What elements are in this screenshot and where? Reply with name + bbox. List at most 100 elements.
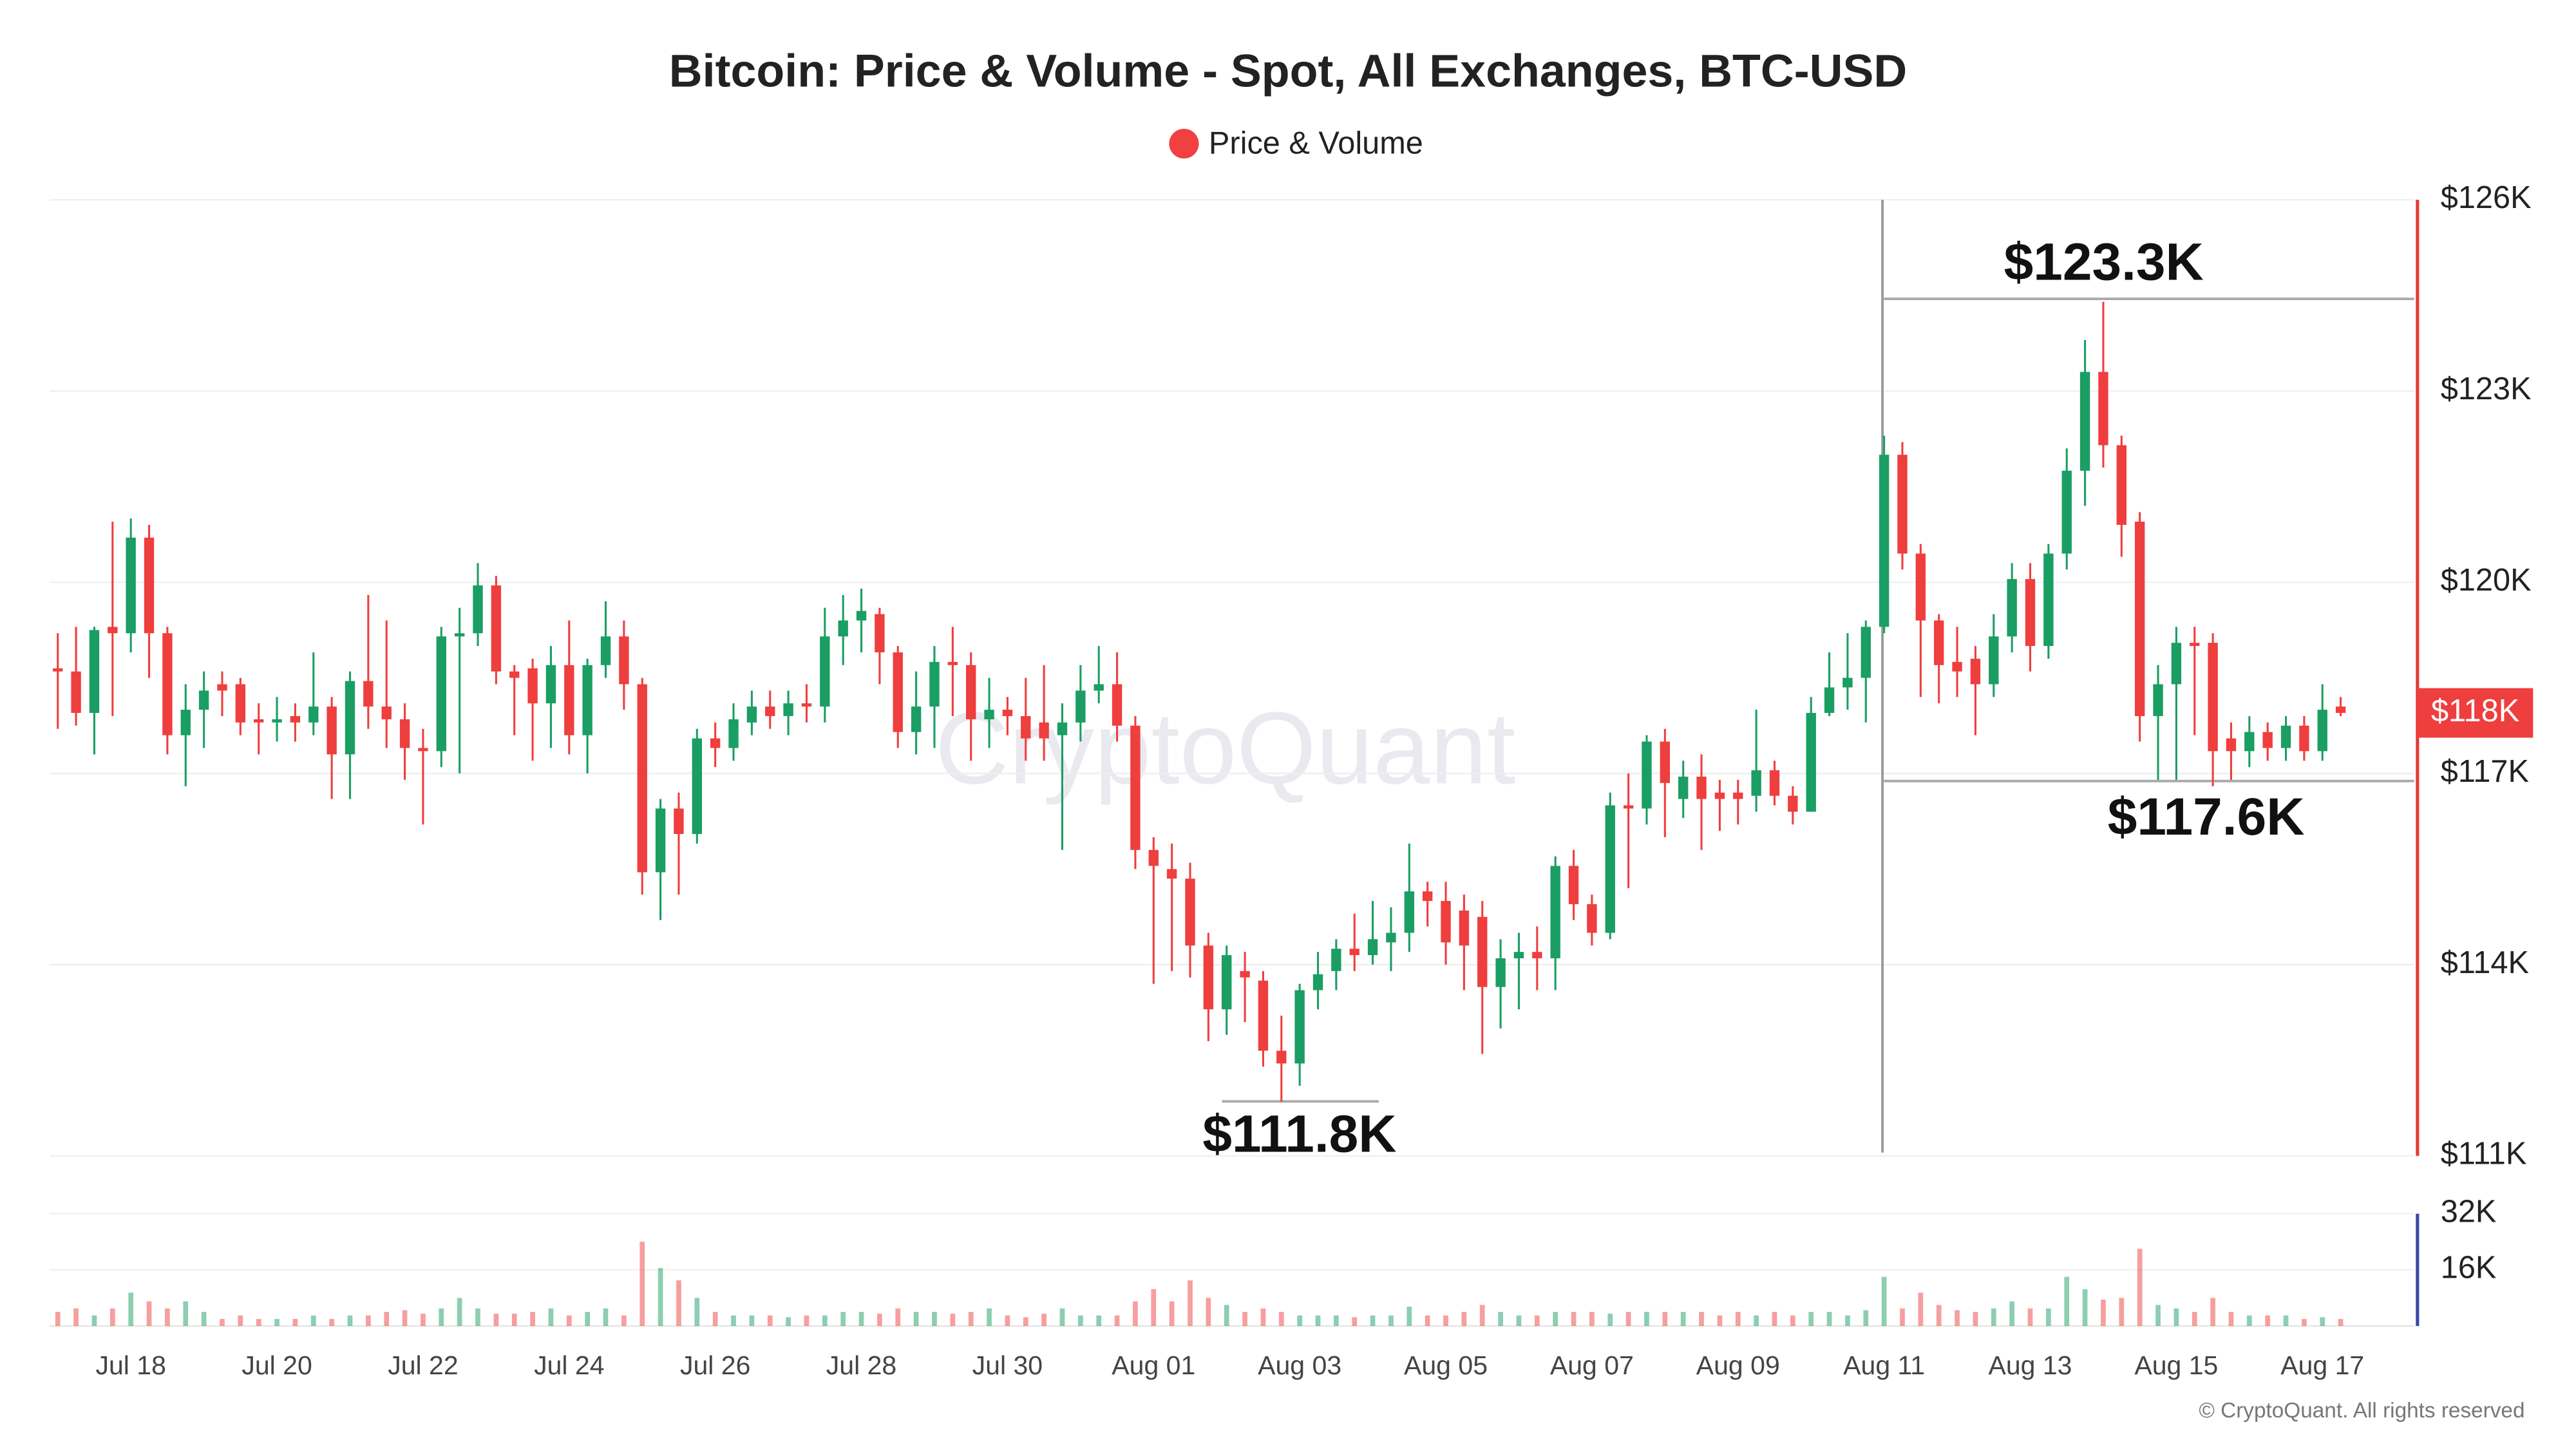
volume-bar <box>274 1319 279 1326</box>
candle-body <box>345 681 355 755</box>
candle-body <box>856 611 867 621</box>
candle-body <box>1276 1050 1287 1064</box>
volume-bar <box>1278 1312 1284 1326</box>
volume-bar <box>1151 1289 1157 1326</box>
candle-body <box>71 671 81 713</box>
volume-bar <box>2009 1301 2014 1326</box>
volume-bar <box>913 1312 919 1326</box>
volume-bar <box>1955 1310 1960 1326</box>
candle-body <box>1294 990 1305 1064</box>
volume-bar <box>2283 1315 2289 1326</box>
candle-body <box>2244 732 2255 752</box>
volume-bar <box>877 1313 882 1326</box>
candle-body <box>1660 741 1671 783</box>
volume-bar <box>1607 1313 1613 1326</box>
volume-bar <box>1900 1308 1905 1326</box>
volume-bar <box>1224 1305 1229 1326</box>
volume-bar <box>2265 1315 2271 1326</box>
volume-bar <box>1717 1315 1723 1326</box>
candle-body <box>911 706 922 732</box>
candle-body <box>1550 866 1560 959</box>
volume-bar <box>1078 1315 1083 1326</box>
volume-bar <box>1625 1312 1631 1326</box>
candle-body <box>217 684 227 691</box>
candle-body <box>1824 687 1835 713</box>
volume-bar <box>1388 1315 1394 1326</box>
volume-bar <box>220 1319 225 1326</box>
candle-body <box>2116 445 2126 526</box>
volume-bar <box>603 1308 609 1326</box>
y-tick-label: $117K <box>2441 754 2529 789</box>
candle-body <box>491 585 502 672</box>
volume-bar <box>1188 1280 1193 1326</box>
candle-body <box>2299 725 2309 752</box>
candle-body <box>363 681 374 707</box>
candle-body <box>381 706 392 719</box>
candle-body <box>2208 643 2218 752</box>
volume-bar <box>1041 1313 1046 1326</box>
candle-body <box>2153 684 2163 716</box>
candle-body <box>1952 661 1962 672</box>
volume-bar <box>2320 1317 2325 1326</box>
candle-body <box>783 703 793 716</box>
candle-body <box>692 738 702 835</box>
x-tick-label: Jul 28 <box>826 1350 896 1380</box>
candle-body <box>1587 904 1597 933</box>
candle-body <box>2317 710 2327 752</box>
candle-body <box>1148 849 1159 866</box>
volume-bar <box>932 1312 937 1326</box>
chart-title: Bitcoin: Price & Volume - Spot, All Exch… <box>669 45 1907 97</box>
candle-body <box>2061 470 2072 554</box>
volume-bar <box>694 1298 700 1326</box>
candle-body <box>545 665 556 704</box>
candle-body <box>2262 732 2273 748</box>
candle-body <box>1130 725 1141 850</box>
annotation: $117.6K <box>2108 788 2305 846</box>
candle-body <box>1642 741 1652 809</box>
volume-bar <box>1973 1312 1978 1326</box>
volume-bar <box>950 1313 956 1326</box>
volume-bar <box>2119 1298 2125 1326</box>
candle-body <box>2335 706 2346 713</box>
volume-bar <box>1863 1310 1869 1326</box>
volume-bar <box>1826 1312 1832 1326</box>
volume-bar <box>2155 1305 2161 1326</box>
volume-bar <box>2192 1312 2197 1326</box>
volume-bar <box>1881 1276 1887 1326</box>
candle-body <box>1970 658 1981 685</box>
candle-body <box>126 537 136 634</box>
x-tick-label: Aug 11 <box>1843 1350 1925 1380</box>
candle-body <box>746 706 757 723</box>
volume-bar <box>1699 1312 1704 1326</box>
volume-bar <box>1479 1305 1485 1326</box>
volume-bar <box>987 1308 992 1326</box>
legend-marker <box>1169 129 1199 159</box>
volume-bar <box>1461 1312 1467 1326</box>
watermark: CryptoQuant <box>935 690 1515 805</box>
volume-bar <box>1297 1315 1302 1326</box>
x-tick-label: Jul 18 <box>95 1350 166 1380</box>
candle-body <box>1623 805 1634 809</box>
volume-bar <box>2302 1319 2307 1326</box>
candle-body <box>108 627 118 634</box>
volume-bar <box>1242 1312 1247 1326</box>
x-tick-label: Aug 07 <box>1550 1350 1634 1380</box>
volume-bar <box>128 1293 134 1326</box>
candle-body <box>1312 974 1323 990</box>
volume-tick-label: 16K <box>2441 1251 2497 1285</box>
candle-body <box>728 719 739 748</box>
candle-body <box>1989 636 1999 685</box>
annotation: $123.3K <box>2004 232 2204 291</box>
x-tick-label: Jul 24 <box>534 1350 604 1380</box>
volume-bar <box>238 1315 243 1326</box>
volume-bar <box>310 1315 316 1326</box>
volume-bar <box>1589 1312 1595 1326</box>
volume-bar <box>1808 1312 1814 1326</box>
volume-bar <box>475 1308 480 1326</box>
volume-bar <box>2082 1289 2088 1326</box>
volume-bar <box>1772 1312 1777 1326</box>
volume-bar <box>1918 1293 1924 1326</box>
candle-body <box>527 668 538 704</box>
candle-body <box>1258 980 1269 1051</box>
